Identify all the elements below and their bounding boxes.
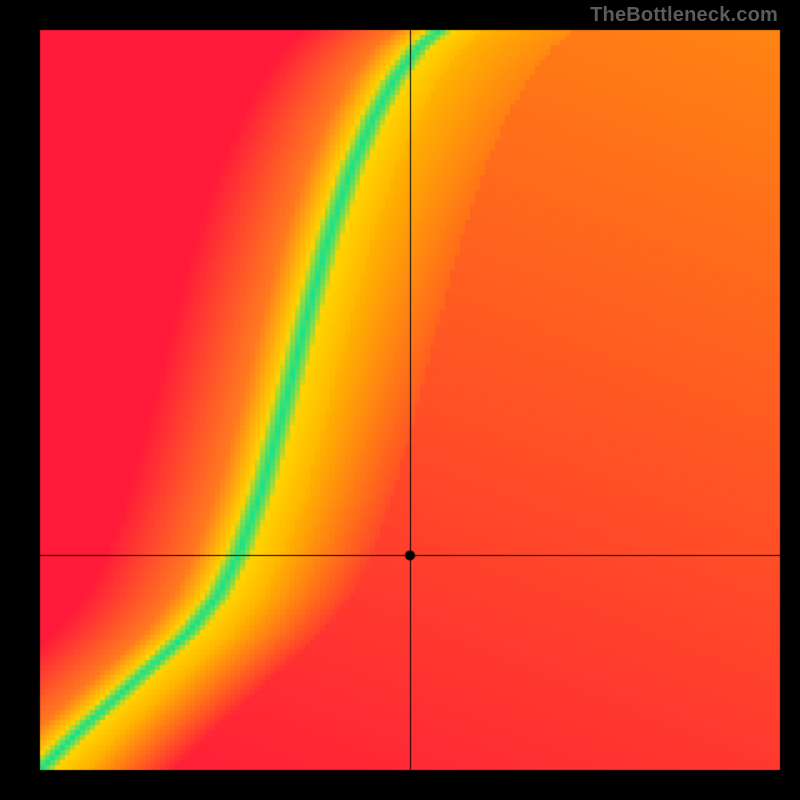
chart-frame: { "watermark": { "text": "TheBottleneck.… bbox=[0, 0, 800, 800]
watermark-text: TheBottleneck.com bbox=[590, 4, 778, 27]
crosshair-overlay bbox=[0, 0, 800, 800]
